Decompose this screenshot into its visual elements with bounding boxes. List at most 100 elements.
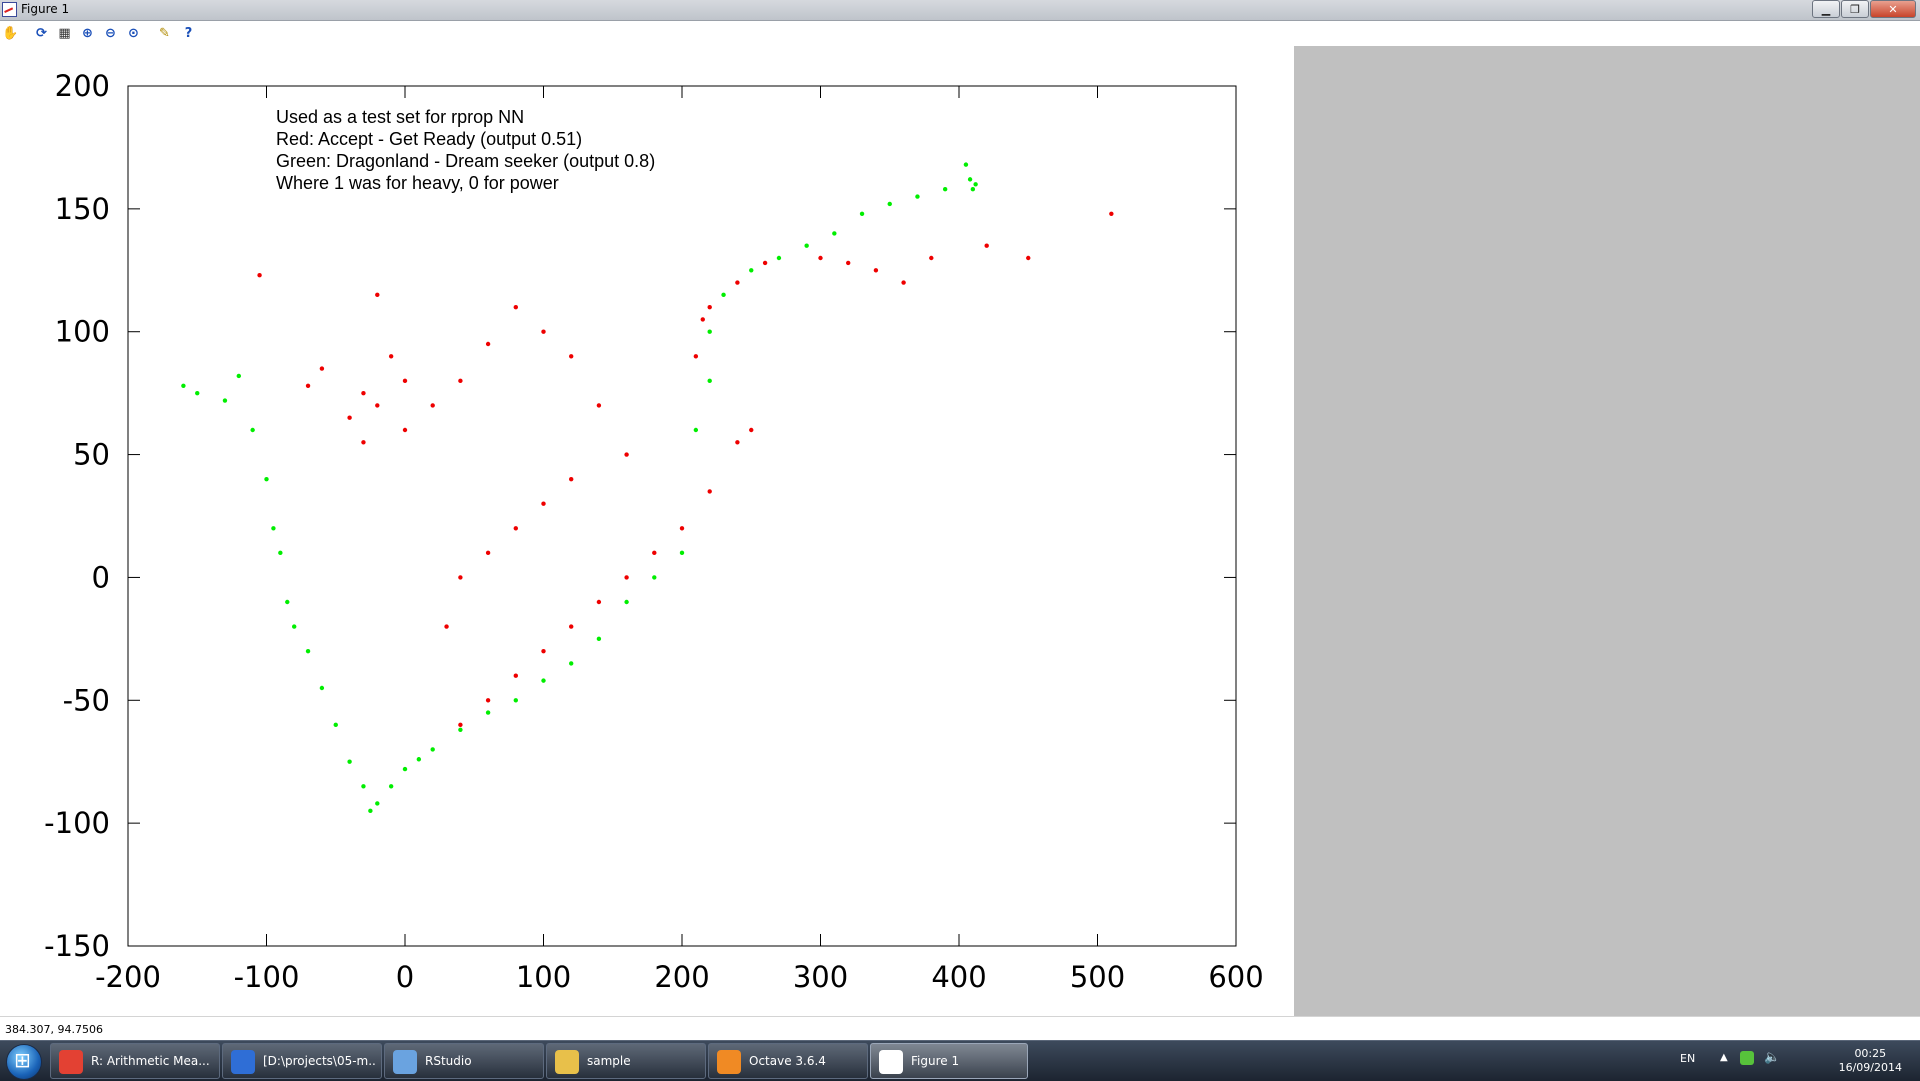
clock-date: 16/09/2014 <box>1838 1061 1902 1074</box>
scatter-point-s0-23 <box>513 698 518 703</box>
system-tray: EN ▲ 🔈 00:25 16/09/2014 <box>1680 1041 1920 1081</box>
scatter-point-s1-24 <box>444 624 449 629</box>
scatter-point-s1-14 <box>513 304 518 310</box>
axes-box <box>127 85 1237 947</box>
window-title: Figure 1 <box>21 2 70 16</box>
scatter-point-s1-49 <box>1109 211 1114 216</box>
scatter-point-s1-37 <box>693 354 699 359</box>
taskbar-item-label: Figure 1 <box>911 1054 960 1068</box>
taskbar-figure-icon <box>879 1050 903 1074</box>
taskbar-item-label: [D:\projects\05-m... <box>263 1054 377 1068</box>
close-button[interactable]: ✕ <box>1870 0 1916 18</box>
volume-icon[interactable]: 🔈 <box>1764 1050 1781 1065</box>
annotation-line-4: Where 1 was for heavy, 0 for power <box>276 173 559 193</box>
scatter-plot[interactable]: -200 -100 0 100 200 300 400 500 600200150100500-… <box>0 46 1294 1016</box>
system-clock[interactable]: 00:25 16/09/2014 <box>1839 1047 1902 1075</box>
show-hidden-icons-icon[interactable]: ▲ <box>1720 1052 1728 1063</box>
taskbar-folder-sample[interactable]: sample <box>546 1043 706 1079</box>
scatter-point-s0-39 <box>887 201 892 207</box>
scatter-point-s0-14 <box>361 784 366 789</box>
help-icon[interactable]: ? <box>184 26 193 41</box>
scatter-point-s0-8 <box>285 599 290 605</box>
scatter-point-s1-26 <box>485 698 491 703</box>
scatter-point-s0-24 <box>541 678 546 683</box>
scatter-point-s1-45 <box>901 280 906 285</box>
zoom-in-icon[interactable]: ⊕ <box>82 26 93 41</box>
scatter-point-s0-20 <box>430 747 435 752</box>
x-tick-label: 200 <box>654 960 709 994</box>
taskbar-chrome[interactable]: R: Arithmetic Mea... <box>50 1043 220 1079</box>
axis-ticks: -200 -100 0 100 200 300 400 500 600200150100500-… <box>44 69 1264 994</box>
scatter-point-s1-36 <box>749 427 754 433</box>
cursor-coordinates: 384.307, 94.7506 <box>5 1023 103 1036</box>
scatter-point-s0-18 <box>402 766 408 772</box>
scatter-point-s1-11 <box>430 403 435 408</box>
y-tick-label: 100 <box>55 315 110 349</box>
x-tick-label: -200 <box>95 960 161 994</box>
minimize-button[interactable]: ▁ <box>1812 0 1840 18</box>
annotation-line-1: Used as a test set for rprop NN <box>276 107 524 127</box>
taskbar-rstudio[interactable]: RStudio <box>384 1043 544 1079</box>
scatter-point-s1-29 <box>569 624 574 629</box>
scatter-point-s1-33 <box>679 526 685 531</box>
y-tick-label: 150 <box>55 192 110 226</box>
scatter-point-s0-16 <box>375 801 380 806</box>
scatter-point-s1-9 <box>361 440 366 445</box>
figure-background-panel <box>1294 46 1920 1016</box>
taskbar-folder-sample-icon <box>555 1050 579 1074</box>
taskbar-octave-icon <box>717 1050 741 1074</box>
scatter-point-s1-7 <box>319 366 325 371</box>
zoom-out-icon[interactable]: ⊖ <box>105 26 116 41</box>
scatter-point-s1-38 <box>700 317 705 322</box>
scatter-point-s0-21 <box>458 727 463 732</box>
scatter-point-s0-0 <box>181 383 186 388</box>
scatter-point-s1-20 <box>541 501 546 506</box>
figure-toolbar: ✋ ⟳ ▦ ⊕ ⊖ ⊙ ✎? <box>0 21 1920 46</box>
zoom-fit-icon[interactable]: ⊙ <box>128 26 139 41</box>
scatter-points <box>181 162 1114 814</box>
scatter-point-s1-41 <box>762 260 768 266</box>
grid-icon[interactable]: ▦ <box>58 26 71 41</box>
x-tick-label: 500 <box>1070 960 1125 994</box>
scatter-point-s0-31 <box>707 378 712 384</box>
refresh-icon[interactable]: ⟳ <box>36 26 47 41</box>
scatter-point-s0-45 <box>973 182 978 187</box>
rotate-tool-icon[interactable]: ✋ <box>2 26 19 41</box>
scatter-point-s1-27 <box>513 673 518 678</box>
taskbar-octave[interactable]: Octave 3.6.4 <box>708 1043 868 1079</box>
wrench-icon[interactable]: ✎ <box>159 26 170 41</box>
taskbar-explorer-projects-icon <box>231 1050 255 1074</box>
scatter-point-s1-17 <box>596 403 602 408</box>
scatter-point-s1-3 <box>402 378 408 384</box>
plot-canvas[interactable] <box>0 46 1294 1016</box>
scatter-point-s1-40 <box>735 280 740 285</box>
scatter-point-s1-21 <box>513 526 518 531</box>
network-icon[interactable] <box>1740 1051 1754 1065</box>
scatter-point-s1-10 <box>402 427 408 433</box>
language-indicator[interactable]: EN <box>1680 1052 1696 1065</box>
scatter-point-s0-11 <box>319 685 325 691</box>
taskbar-rstudio-icon <box>393 1050 417 1074</box>
scatter-point-s0-25 <box>569 661 574 666</box>
scatter-point-s1-48 <box>1026 255 1031 261</box>
scatter-point-s0-12 <box>333 722 338 728</box>
x-tick-label: 300 <box>793 960 848 994</box>
maximize-button[interactable]: ❐ <box>1841 0 1869 18</box>
scatter-point-s0-42 <box>963 162 969 167</box>
taskbar-explorer-projects[interactable]: [D:\projects\05-m... <box>222 1043 382 1079</box>
window-controls: ▁ ❐ ✕ <box>1811 0 1916 18</box>
y-tick-label: -50 <box>63 683 110 717</box>
scatter-point-s0-7 <box>278 550 283 556</box>
scatter-point-s1-22 <box>485 550 491 556</box>
start-button[interactable] <box>6 1044 42 1080</box>
scatter-point-s1-47 <box>984 243 989 248</box>
y-tick-label: -150 <box>44 929 110 963</box>
scatter-point-s1-32 <box>652 550 657 556</box>
scatter-point-s0-22 <box>485 710 491 715</box>
taskbar-figure[interactable]: Figure 1 <box>870 1043 1028 1079</box>
scatter-point-s1-6 <box>347 415 352 420</box>
scatter-point-s0-1 <box>195 390 200 396</box>
window-titlebar[interactable]: Figure 1 ▁ ❐ ✕ <box>0 0 1920 21</box>
status-bar: 384.307, 94.7506 <box>0 1016 1920 1041</box>
